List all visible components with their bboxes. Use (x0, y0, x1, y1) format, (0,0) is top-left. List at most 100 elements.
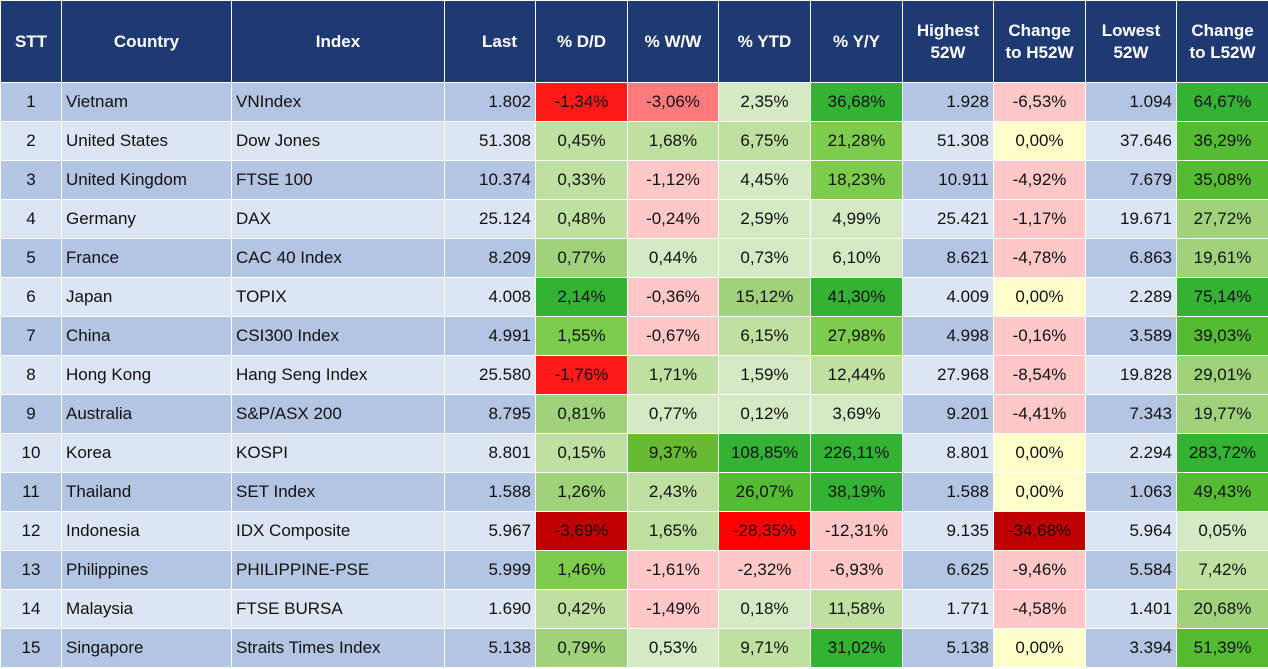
country-cell: Indonesia (61, 511, 232, 551)
ytd-cell: 2,59% (718, 199, 811, 239)
change-to-l52w-cell: 7,42% (1176, 550, 1268, 590)
table-row: 5 France CAC 40 Index 8.209 0,77% 0,44% 0,73% 6… (0, 238, 1268, 278)
change-to-h52w-cell: -8,54% (993, 355, 1086, 395)
header-dd: % D/D (535, 0, 628, 83)
change-to-h52w-cell: -9,46% (993, 550, 1086, 590)
country-cell: Malaysia (61, 589, 232, 629)
change-to-l52w-cell: 27,72% (1176, 199, 1268, 239)
ww-cell: 9,37% (627, 433, 719, 473)
stt-cell: 4 (0, 199, 62, 239)
stt-cell: 6 (0, 277, 62, 317)
highest-52w-cell: 27.968 (902, 355, 994, 395)
country-cell: Australia (61, 394, 232, 434)
last-cell: 4.008 (444, 277, 536, 317)
change-to-l52w-cell: 35,08% (1176, 160, 1268, 200)
yy-cell: 11,58% (810, 589, 903, 629)
ytd-cell: 4,45% (718, 160, 811, 200)
dd-cell: -3,69% (535, 511, 628, 551)
lowest-52w-cell: 6.863 (1085, 238, 1177, 278)
ytd-cell: 6,15% (718, 316, 811, 356)
table-row: 8 Hong Kong Hang Seng Index 25.580 -1,76% 1,7… (0, 355, 1268, 395)
dd-cell: 0,48% (535, 199, 628, 239)
ww-cell: 2,43% (627, 472, 719, 512)
index-cell: KOSPI (231, 433, 445, 473)
header-ytd: % YTD (718, 0, 811, 83)
ytd-cell: 9,71% (718, 628, 811, 668)
change-to-l52w-cell: 0,05% (1176, 511, 1268, 551)
table-row: 15 Singapore Straits Times Index 5.138 0,79%… (0, 628, 1268, 668)
yy-cell: 18,23% (810, 160, 903, 200)
ww-cell: -3,06% (627, 82, 719, 122)
header-change-to-l52w: Change to L52W (1176, 0, 1268, 83)
table-row: 1 Vietnam VNIndex 1.802 -1,34% -3,06% 2,35% 36,… (0, 82, 1268, 122)
change-to-l52w-cell: 49,43% (1176, 472, 1268, 512)
highest-52w-cell: 8.621 (902, 238, 994, 278)
highest-52w-cell: 9.135 (902, 511, 994, 551)
highest-52w-cell: 1.928 (902, 82, 994, 122)
yy-cell: 41,30% (810, 277, 903, 317)
dd-cell: 1,46% (535, 550, 628, 590)
ww-cell: 1,65% (627, 511, 719, 551)
stt-cell: 1 (0, 82, 62, 122)
change-to-l52w-cell: 64,67% (1176, 82, 1268, 122)
lowest-52w-cell: 19.828 (1085, 355, 1177, 395)
header-stt: STT (0, 0, 62, 83)
change-to-l52w-cell: 39,03% (1176, 316, 1268, 356)
highest-52w-cell: 9.201 (902, 394, 994, 434)
last-cell: 1.690 (444, 589, 536, 629)
table-row: 2 United States Dow Jones 51.308 0,45% 1,68% 6… (0, 121, 1268, 161)
country-cell: Germany (61, 199, 232, 239)
last-cell: 25.124 (444, 199, 536, 239)
stt-cell: 8 (0, 355, 62, 395)
lowest-52w-cell: 7.679 (1085, 160, 1177, 200)
header-last: Last (444, 0, 536, 83)
stt-cell: 2 (0, 121, 62, 161)
last-cell: 4.991 (444, 316, 536, 356)
index-cell: FTSE BURSA (231, 589, 445, 629)
country-cell: Japan (61, 277, 232, 317)
last-cell: 25.580 (444, 355, 536, 395)
stt-cell: 9 (0, 394, 62, 434)
ww-cell: -1,12% (627, 160, 719, 200)
yy-cell: 226,11% (810, 433, 903, 473)
header-index: Index (231, 0, 445, 83)
table-row: 4 Germany DAX 25.124 0,48% -0,24% 2,59% 4,99% 25… (0, 199, 1268, 239)
index-cell: CSI300 Index (231, 316, 445, 356)
yy-cell: 36,68% (810, 82, 903, 122)
stt-cell: 7 (0, 316, 62, 356)
ww-cell: -0,24% (627, 199, 719, 239)
header-ww: % W/W (627, 0, 719, 83)
change-to-l52w-cell: 20,68% (1176, 589, 1268, 629)
index-cell: PHILIPPINE-PSE (231, 550, 445, 590)
lowest-52w-cell: 37.646 (1085, 121, 1177, 161)
index-cell: Straits Times Index (231, 628, 445, 668)
country-cell: United States (61, 121, 232, 161)
dd-cell: 1,26% (535, 472, 628, 512)
ytd-cell: 26,07% (718, 472, 811, 512)
ww-cell: 1,71% (627, 355, 719, 395)
ww-cell: 0,77% (627, 394, 719, 434)
lowest-52w-cell: 2.294 (1085, 433, 1177, 473)
stt-cell: 3 (0, 160, 62, 200)
index-cell: TOPIX (231, 277, 445, 317)
yy-cell: 31,02% (810, 628, 903, 668)
change-to-h52w-cell: 0,00% (993, 472, 1086, 512)
country-cell: Korea (61, 433, 232, 473)
table-row: 9 Australia S&P/ASX 200 8.795 0,81% 0,77% 0,12… (0, 394, 1268, 434)
index-cell: DAX (231, 199, 445, 239)
lowest-52w-cell: 1.401 (1085, 589, 1177, 629)
index-cell: Dow Jones (231, 121, 445, 161)
change-to-h52w-cell: -4,92% (993, 160, 1086, 200)
highest-52w-cell: 4.998 (902, 316, 994, 356)
ytd-cell: -28,35% (718, 511, 811, 551)
change-to-l52w-cell: 19,77% (1176, 394, 1268, 434)
stt-cell: 13 (0, 550, 62, 590)
last-cell: 10.374 (444, 160, 536, 200)
change-to-h52w-cell: 0,00% (993, 628, 1086, 668)
country-cell: Philippines (61, 550, 232, 590)
table-row: 6 Japan TOPIX 4.008 2,14% -0,36% 15,12% 41,30% 4… (0, 277, 1268, 317)
table-row: 3 United Kingdom FTSE 100 10.374 0,33% -1,12%… (0, 160, 1268, 200)
lowest-52w-cell: 1.063 (1085, 472, 1177, 512)
highest-52w-cell: 6.625 (902, 550, 994, 590)
